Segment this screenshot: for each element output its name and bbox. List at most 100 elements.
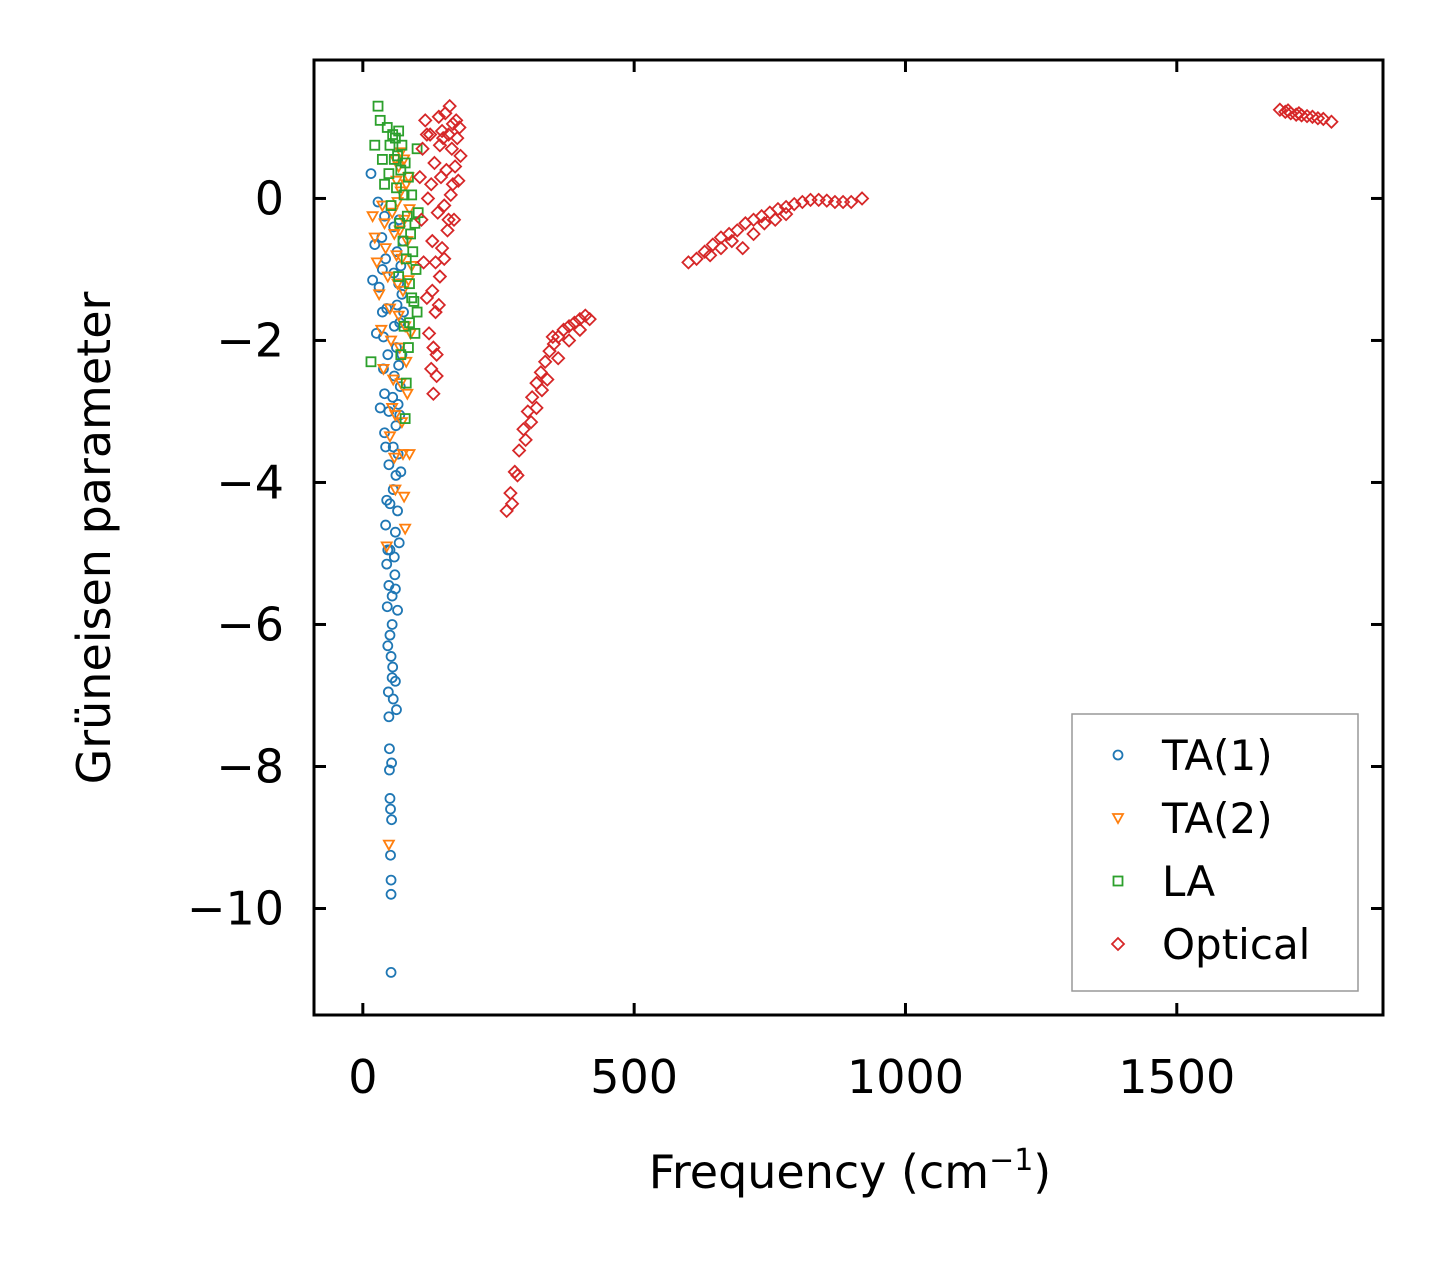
data-point	[399, 157, 411, 169]
data-point	[384, 629, 396, 641]
data-point	[398, 189, 410, 201]
data-point	[417, 113, 433, 128]
data-point	[735, 240, 750, 256]
data-point	[403, 342, 414, 353]
data-point	[427, 155, 442, 171]
data-point	[393, 225, 407, 238]
data-point	[385, 966, 397, 978]
data-point	[404, 317, 415, 329]
data-point	[405, 261, 419, 273]
data-point	[757, 216, 772, 231]
data-point	[432, 269, 448, 284]
x-axis-label-main: Frequency (cm	[649, 1145, 989, 1199]
data-point	[431, 297, 447, 313]
data-point	[445, 116, 461, 132]
data-point	[368, 232, 382, 245]
plot-frame	[312, 58, 1385, 1017]
data-point	[510, 468, 525, 483]
data-point	[387, 693, 399, 705]
data-point	[382, 640, 394, 652]
data-point	[523, 414, 539, 430]
data-point	[545, 329, 561, 345]
data-point	[392, 150, 403, 162]
data-point	[385, 874, 397, 886]
data-point	[392, 310, 406, 323]
data-point	[388, 484, 402, 497]
data-point	[389, 583, 401, 595]
legend-marker	[1112, 749, 1124, 761]
data-point	[410, 264, 422, 275]
data-point	[389, 132, 401, 144]
legend-label: TA(1)	[1161, 731, 1273, 780]
data-point	[724, 233, 740, 249]
y-axis-label: Grüneisen parameter	[67, 291, 121, 784]
data-point	[375, 200, 389, 213]
data-point	[396, 139, 408, 151]
data-point	[420, 191, 436, 206]
data-point	[419, 127, 435, 142]
data-point	[423, 176, 439, 192]
data-point	[449, 130, 465, 146]
data-point	[385, 403, 399, 415]
data-point	[432, 137, 448, 153]
data-point	[443, 187, 459, 203]
data-point	[445, 176, 461, 192]
data-point	[367, 274, 379, 286]
legend-box	[1071, 713, 1359, 992]
legend-marker	[1110, 936, 1126, 952]
data-point	[843, 194, 859, 210]
data-point	[399, 179, 413, 192]
data-point	[786, 196, 802, 212]
data-point	[444, 141, 460, 157]
data-point	[387, 452, 401, 465]
data-point	[434, 123, 450, 139]
data-point	[383, 303, 397, 316]
tick-group: 0 500 1000 1500 0 −2 −4 −6 −8 −10	[187, 60, 1383, 1104]
data-point	[400, 388, 414, 401]
data-point	[447, 159, 463, 174]
data-point	[389, 569, 401, 581]
data-point	[407, 246, 419, 258]
data-point	[414, 212, 429, 228]
y-tick-label: 0	[255, 171, 284, 225]
data-point	[431, 109, 447, 125]
data-point	[406, 189, 418, 201]
data-point	[412, 169, 428, 185]
data-point	[550, 350, 566, 366]
data-point	[384, 335, 398, 348]
data-point	[380, 441, 392, 453]
data-point	[380, 519, 392, 531]
data-point	[369, 239, 381, 251]
data-point	[387, 441, 399, 453]
data-point	[415, 141, 430, 157]
x-axis-label-superscript: −1	[989, 1143, 1033, 1178]
data-point	[378, 218, 392, 231]
data-point	[381, 271, 395, 284]
data-point	[572, 322, 588, 338]
data-point	[388, 410, 402, 422]
data-point	[1316, 111, 1331, 127]
data-point	[391, 182, 402, 194]
data-point	[395, 466, 407, 478]
data-point	[385, 200, 397, 211]
data-point	[365, 356, 377, 368]
x-axis-label: Frequency (cm−1)	[649, 1143, 1052, 1199]
data-point	[394, 147, 408, 160]
data-point	[385, 849, 396, 861]
series-optical	[412, 98, 1339, 519]
data-point	[374, 114, 386, 126]
data-point	[421, 326, 437, 341]
data-point	[702, 247, 718, 263]
data-point	[396, 449, 410, 461]
data-point	[394, 378, 408, 390]
data-point	[379, 388, 390, 400]
data-point	[556, 322, 571, 338]
data-point	[406, 292, 418, 304]
data-point	[819, 193, 835, 208]
data-point	[425, 283, 440, 299]
y-tick-label: −4	[216, 455, 284, 509]
data-point	[397, 491, 411, 504]
data-point	[374, 324, 388, 337]
data-point	[411, 306, 423, 318]
